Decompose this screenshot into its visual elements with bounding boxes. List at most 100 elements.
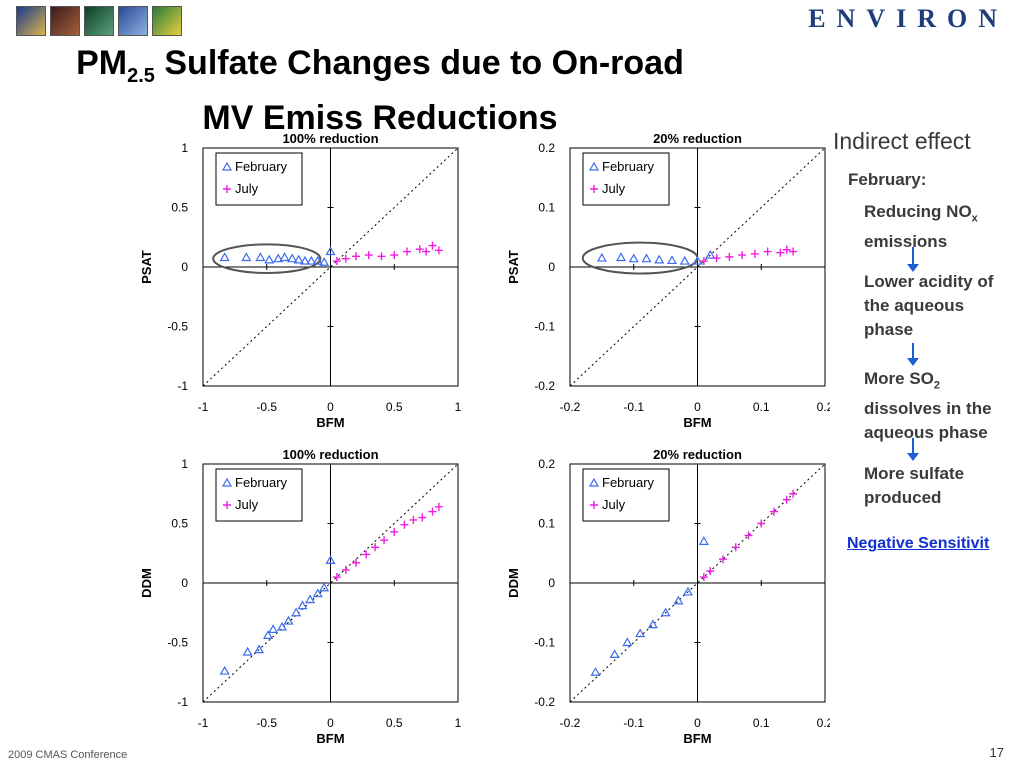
data-point-february (254, 644, 265, 654)
data-point-july (428, 507, 437, 516)
data-point-july (341, 254, 350, 263)
page-number: 17 (989, 745, 1004, 760)
data-point-july (706, 567, 715, 576)
y-tick-label: -1 (177, 379, 188, 393)
x-tick-label: -1 (198, 716, 209, 730)
x-tick-label: 0.2 (817, 400, 830, 414)
negative-sensitivity-link[interactable]: Negative Sensitivit (847, 535, 990, 552)
y-tick-label: -0.1 (534, 320, 555, 334)
y-axis-label: PSAT (139, 250, 154, 284)
data-point-february (641, 253, 652, 263)
chart-title: 100% reduction (282, 131, 378, 146)
data-point-february (262, 630, 274, 639)
data-point-february (609, 649, 620, 659)
y-axis-label: PSAT (506, 250, 521, 284)
data-point-february (297, 600, 308, 610)
chart-legend (582, 468, 670, 522)
legend-marker-february (588, 477, 600, 487)
data-point-july (362, 550, 371, 559)
data-point-july (789, 247, 798, 256)
legend-entry: July (235, 497, 259, 512)
y-axis-label: DDM (139, 568, 154, 598)
data-point-february (242, 646, 253, 656)
data-point-february (319, 582, 330, 592)
legend-entry: February (602, 475, 655, 490)
x-tick-label: 0.2 (817, 716, 830, 730)
legend-marker-july (590, 185, 598, 193)
chart-legend (582, 152, 670, 206)
data-point-february (615, 252, 627, 262)
environ-logo: ENVIRON (808, 4, 1008, 33)
x-tick-label: 0.5 (386, 400, 403, 414)
x-tick-label: 0 (694, 400, 701, 414)
data-point-february (306, 255, 317, 265)
data-point-july (770, 507, 778, 516)
data-point-july (332, 573, 341, 582)
data-point-july (364, 251, 373, 260)
data-point-february (319, 257, 330, 266)
data-point-february (312, 255, 323, 265)
data-point-july (418, 513, 427, 522)
data-point-july (782, 245, 791, 254)
data-point-july (434, 246, 443, 255)
data-point-july (400, 520, 409, 529)
data-point-july (422, 247, 431, 256)
data-point-february (255, 252, 266, 262)
data-point-july (744, 531, 753, 540)
data-point-february (673, 595, 684, 605)
data-point-february (692, 255, 703, 265)
one-to-one-line (569, 463, 826, 703)
x-axis-label: BFM (683, 415, 711, 430)
y-tick-label: -0.5 (167, 636, 188, 650)
y-tick-label: 1 (181, 457, 188, 471)
data-point-july (782, 495, 791, 504)
legend-entry: July (235, 181, 259, 196)
x-tick-label: -0.5 (256, 716, 277, 730)
data-point-february (264, 254, 275, 264)
y-tick-label: 0 (548, 576, 555, 590)
thumbnail-image (50, 6, 80, 36)
data-point-july (712, 254, 721, 263)
thumbnail-image (152, 6, 182, 36)
data-point-july (377, 252, 386, 261)
x-tick-label: -0.1 (623, 716, 644, 730)
legend-marker-july (590, 501, 598, 509)
data-point-july (403, 247, 411, 256)
legend-entry: July (602, 181, 626, 196)
x-tick-label: 0.1 (753, 716, 770, 730)
data-point-february (219, 665, 230, 675)
data-point-february (682, 586, 693, 596)
data-point-july (731, 543, 740, 552)
x-tick-label: 0 (694, 716, 701, 730)
data-point-july (750, 249, 759, 258)
legend-marker-july (223, 501, 231, 509)
data-point-february (283, 615, 294, 625)
data-point-july (763, 247, 772, 256)
mechanism-step-2: Lower acidity of the aqueous phase (864, 272, 994, 339)
data-point-july (789, 489, 798, 498)
one-to-one-line (202, 147, 459, 387)
data-point-july (738, 251, 747, 260)
data-point-july (371, 543, 380, 552)
data-point-february (325, 555, 336, 564)
y-tick-label: -0.2 (534, 379, 555, 393)
one-to-one-line (569, 147, 826, 387)
data-point-february (273, 253, 284, 263)
chart-title: 100% reduction (282, 447, 378, 462)
flow-arrow (907, 247, 919, 272)
data-point-july (757, 519, 766, 528)
y-tick-label: 0.2 (538, 457, 555, 471)
data-point-july (428, 241, 437, 250)
x-tick-label: 0.5 (386, 716, 403, 730)
y-tick-label: -0.2 (534, 695, 555, 709)
data-point-february (647, 619, 658, 629)
x-tick-label: -0.2 (560, 716, 581, 730)
data-point-february (268, 624, 279, 634)
data-point-february (666, 255, 678, 265)
x-tick-label: 0 (327, 400, 334, 414)
legend-marker-february (588, 161, 600, 171)
x-tick-label: -1 (198, 400, 209, 414)
x-tick-label: 1 (455, 400, 462, 414)
scatter-plots: -1 -0.5 0 0.5 1 1 0.5 0 -0.5 -1 100% reduction BFM P… (139, 131, 830, 746)
thumbnail-image (118, 6, 148, 36)
